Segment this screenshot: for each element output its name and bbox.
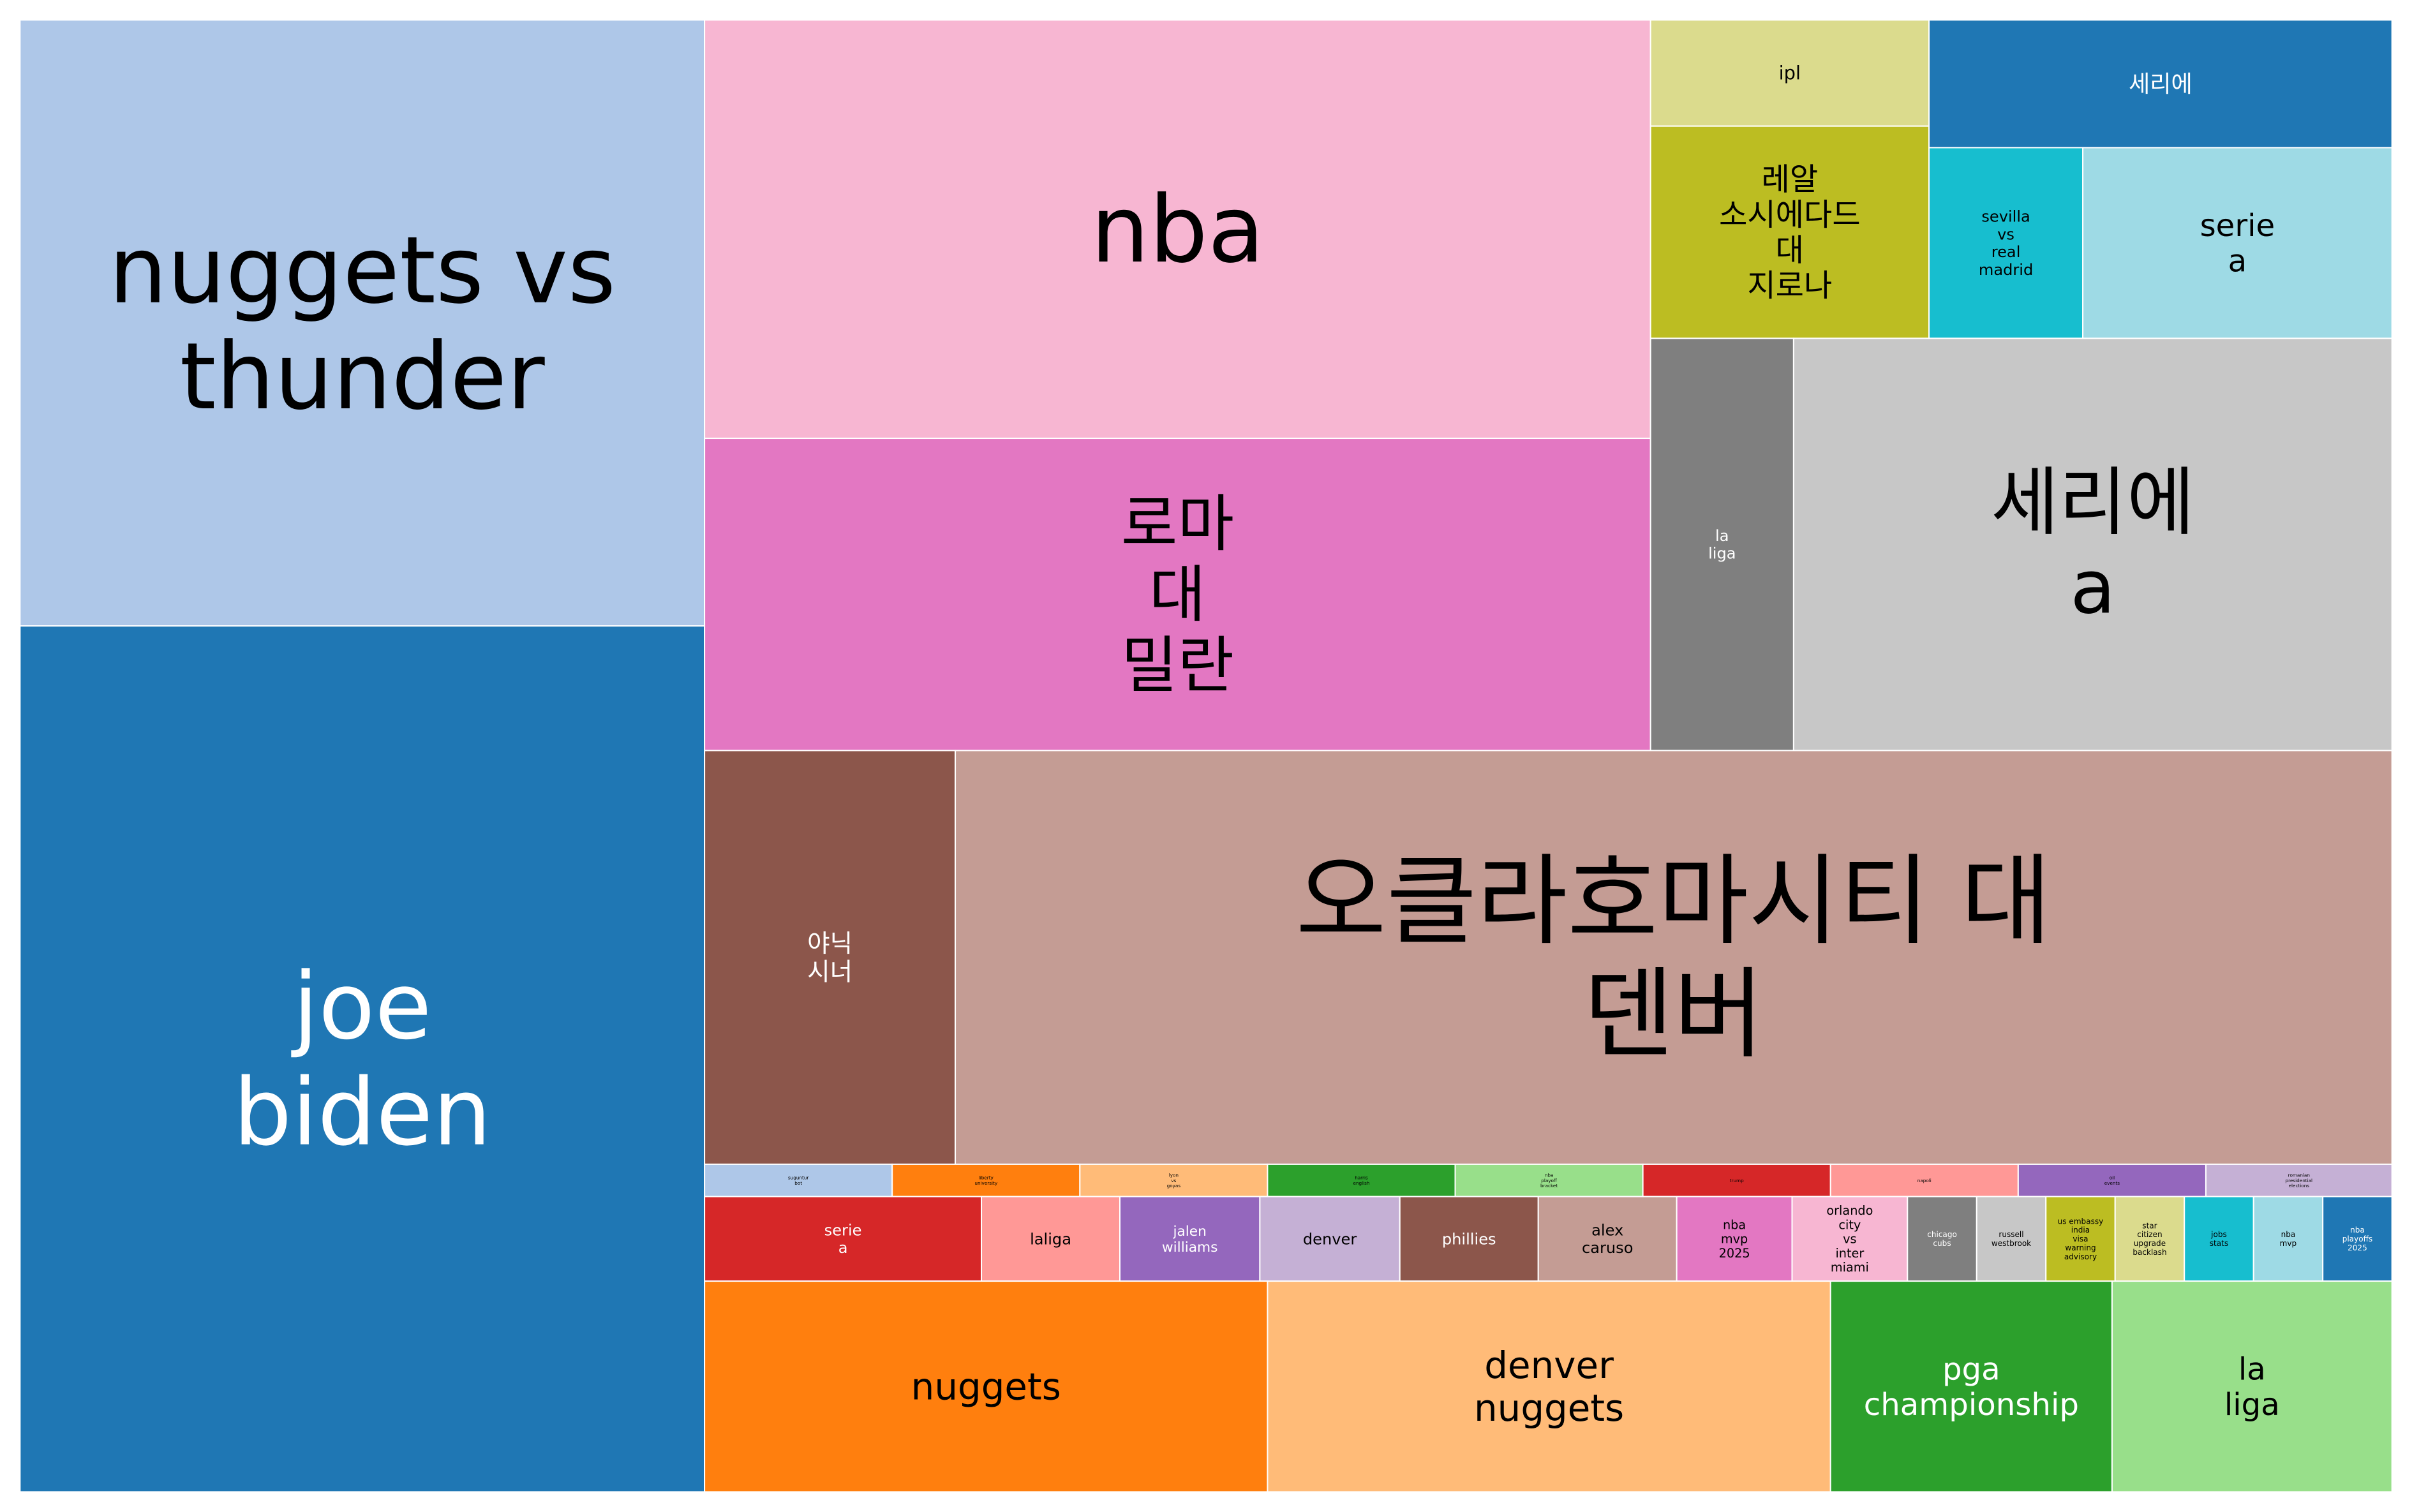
- treemap-label-레알-소시에다드-대-지로나: 레알 소시에다드 대 지로나: [1719, 162, 1861, 304]
- treemap-tile-nba-mvp-2025: [1676, 1196, 1793, 1282]
- treemap-tile-nuggets: [704, 1280, 1269, 1493]
- treemap-tile-레알-소시에다드-대-지로나: [1649, 125, 1930, 339]
- treemap-label-nba-playoff-bracket: nba playoff bracket: [1540, 1172, 1558, 1189]
- treemap-tile-la-liga: [2111, 1280, 2393, 1493]
- treemap-tile-denver-nuggets: [1267, 1280, 1831, 1493]
- treemap-label-nba-playoffs-2025: nba playoffs 2025: [2342, 1226, 2372, 1252]
- treemap-label-야닉-시너: 야닉 시너: [807, 930, 852, 986]
- treemap-label-laliga: laliga: [1030, 1230, 1071, 1248]
- treemap-label-jalen-williams: jalen williams: [1162, 1224, 1218, 1256]
- treemap-label-pga-championship: pga championship: [1864, 1351, 2079, 1422]
- treemap-label-star-citizen-upgrade-backlash: star citizen upgrade backlash: [2133, 1221, 2166, 1257]
- treemap-tile-oil-events: [2017, 1163, 2207, 1197]
- treemap-tile-nba: [704, 19, 1651, 440]
- treemap-label-sevilla-vs-real-madrid: sevilla vs real madrid: [1979, 208, 2033, 279]
- treemap-tile-로마-대-밀란: [704, 438, 1651, 752]
- treemap-tile-nba-mvp: [2252, 1196, 2324, 1282]
- treemap-label-la-liga: la liga: [2224, 1351, 2280, 1422]
- treemap-label-russell-westbrook: russell westbrook: [1991, 1230, 2031, 1248]
- treemap-label-trump: trump: [1730, 1178, 1744, 1183]
- treemap-label-suguntur-bot: suguntur bot: [788, 1175, 808, 1186]
- treemap-label-jobs-stats: jobs stats: [2210, 1230, 2228, 1248]
- treemap-label-la-liga: la liga: [1708, 527, 1736, 563]
- treemap-label-harris-english: harris english: [1353, 1175, 1370, 1186]
- treemap-label-denver-nuggets: denver nuggets: [1474, 1344, 1624, 1430]
- treemap-label-us-embassy-india-visa-warning-advisory: us embassy india visa warning advisory: [2058, 1217, 2104, 1261]
- treemap-label-napoli: napoli: [1917, 1178, 1932, 1183]
- treemap-tile-chicago-cubs: [1907, 1196, 1977, 1282]
- treemap-tile-jobs-stats: [2184, 1196, 2254, 1282]
- treemap-tile-야닉-시너: [704, 750, 957, 1165]
- treemap-label-로마-대-밀란: 로마 대 밀란: [1121, 489, 1234, 702]
- treemap-label-nba-mvp-2025: nba mvp 2025: [1719, 1217, 1750, 1260]
- treemap-tile-오클라호마시티-대-덴버: [955, 750, 2393, 1165]
- treemap-label-nuggets: nuggets: [911, 1365, 1061, 1409]
- treemap-label-alex-caruso: alex caruso: [1582, 1221, 1633, 1257]
- treemap-label-lyon-vs-goyas: lyon vs goyas: [1167, 1172, 1181, 1189]
- treemap-tile-denver: [1259, 1196, 1401, 1282]
- treemap-label-liberty-university: liberty university: [974, 1175, 997, 1186]
- treemap-label-denver: denver: [1303, 1230, 1357, 1248]
- treemap-tile-us-embassy-india-visa-warning-advisory: [2045, 1196, 2116, 1282]
- treemap-label-nba-mvp: nba mvp: [2280, 1230, 2297, 1248]
- treemap-label-orlando-city-vs-inter-miami: orlando city vs inter miami: [1826, 1203, 1873, 1275]
- treemap-label-nuggets-vs-thunder: nuggets vs thunder: [108, 218, 616, 431]
- treemap-label-serie-a: serie a: [2200, 208, 2275, 279]
- treemap-tile-sevilla-vs-real-madrid: [1928, 147, 2084, 339]
- treemap-tile-serie-a: [2082, 147, 2393, 339]
- treemap-tile-pga-championship: [1829, 1280, 2113, 1493]
- treemap-tile-serie-a: [704, 1196, 983, 1282]
- treemap-label-세리에: 세리에: [2129, 70, 2192, 98]
- treemap-label-oil-events: oil events: [2104, 1175, 2120, 1186]
- treemap-label-romanian-presidential-elections: romanian presidential elections: [2286, 1172, 2312, 1189]
- treemap-label-nba: nba: [1091, 177, 1264, 284]
- treemap-label-오클라호마시티-대-덴버: 오클라호마시티 대 덴버: [1296, 845, 2051, 1072]
- treemap-tile-suguntur-bot: [704, 1163, 893, 1197]
- treemap-tile-star-citizen-upgrade-backlash: [2114, 1196, 2185, 1282]
- treemap-tile-la-liga: [1649, 337, 1794, 752]
- treemap-tile-orlando-city-vs-inter-miami: [1791, 1196, 1909, 1282]
- treemap-tile-nba-playoffs-2025: [2322, 1196, 2393, 1282]
- treemap-tile-ipl: [1649, 19, 1930, 127]
- treemap-label-phillies: phillies: [1442, 1230, 1496, 1248]
- treemap-label-ipl: ipl: [1779, 63, 1801, 84]
- treemap-label-chicago-cubs: chicago cubs: [1927, 1230, 1957, 1248]
- treemap-tile-세리에: [1928, 19, 2393, 149]
- treemap-tile-nuggets-vs-thunder: [19, 19, 706, 627]
- treemap-tile-joe-biden: [19, 625, 706, 1493]
- treemap-tile-phillies: [1399, 1196, 1539, 1282]
- treemap-label-serie-a: serie a: [824, 1221, 862, 1257]
- treemap-label-joe-biden: joe biden: [234, 953, 491, 1166]
- treemap-tile-liberty-university: [891, 1163, 1081, 1197]
- treemap-label-세리에-a: 세리에 a: [1991, 460, 2194, 630]
- treemap-tile-세리에-a: [1792, 337, 2393, 752]
